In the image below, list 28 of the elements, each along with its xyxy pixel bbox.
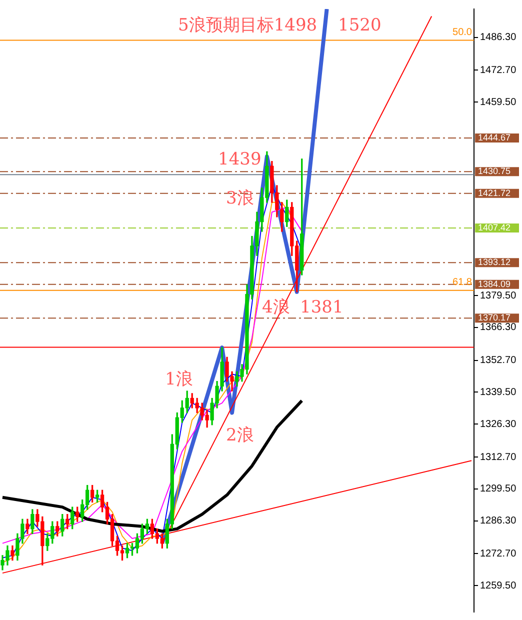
y-tick-label: 1326.30 bbox=[480, 418, 517, 430]
annotation: 2浪 bbox=[226, 425, 254, 446]
annotation: 1439 bbox=[218, 149, 262, 170]
y-tick-label: 1272.70 bbox=[480, 548, 517, 560]
ref-line-label: 1370.17 bbox=[478, 312, 511, 323]
annotation: 1520 bbox=[338, 15, 382, 36]
y-tick-label: 1379.50 bbox=[480, 290, 517, 302]
ref-line-label: 1384.09 bbox=[478, 278, 511, 289]
ref-line-label: 1430.75 bbox=[478, 166, 511, 176]
y-tick-label: 1486.30 bbox=[480, 32, 517, 44]
y-tick-label: 1459.50 bbox=[480, 96, 517, 108]
annotation: 3浪 bbox=[226, 188, 254, 208]
y-tick-label: 1352.70 bbox=[480, 355, 517, 366]
y-tick-label: 1259.50 bbox=[480, 580, 517, 592]
ref-line-label: 1421.72 bbox=[478, 188, 511, 198]
annotation: 50.0 bbox=[452, 26, 472, 38]
y-tick-label: 1299.50 bbox=[480, 484, 517, 495]
y-tick-label: 1366.30 bbox=[480, 322, 517, 334]
y-tick-label: 1339.50 bbox=[480, 386, 517, 398]
ref-line-label: 1393.12 bbox=[478, 257, 511, 268]
y-tick-label: 1286.30 bbox=[480, 516, 517, 527]
annotation: 1381 bbox=[300, 297, 344, 318]
annotation: 1浪 bbox=[165, 369, 193, 390]
y-tick-label: 1312.70 bbox=[480, 452, 517, 463]
annotation: 5浪预期目标1498 bbox=[178, 15, 318, 36]
ref-line-label: 1407.42 bbox=[478, 222, 511, 232]
y-tick-label: 1472.70 bbox=[480, 64, 517, 76]
ref-line-label: 1444.67 bbox=[478, 132, 511, 142]
